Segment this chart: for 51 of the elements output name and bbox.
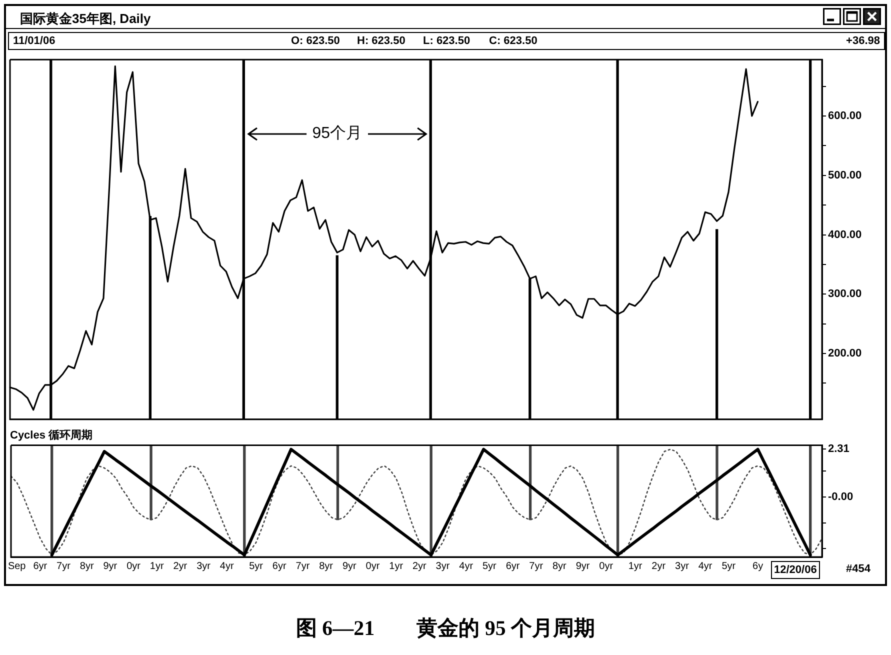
x-tick-label: 3yr xyxy=(436,560,450,572)
x-tick-label: 0yr xyxy=(126,560,142,572)
x-tick-label: 6yr xyxy=(506,560,520,572)
x-tick-label: 6y xyxy=(752,560,764,572)
x-tick-label: 1yr xyxy=(389,560,404,572)
x-tick-label: 0yr xyxy=(599,560,614,572)
y-tick-label: 200.00 xyxy=(828,348,862,360)
text: #454 xyxy=(846,563,870,575)
x-tick-label: 4yr xyxy=(220,560,234,572)
chart-title: Cycles 循环周期 xyxy=(10,428,93,442)
text: +36.98 xyxy=(846,35,880,47)
chart-title: 国际黄金35年图, Daily xyxy=(20,10,151,28)
x-tick-label: 8yr xyxy=(80,560,94,572)
x-tick-label: 6yr xyxy=(33,560,48,572)
x-tick-label: 5yr xyxy=(249,560,264,572)
x-tick-label: 5yr xyxy=(482,560,498,572)
text: C: 623.50 xyxy=(489,35,538,47)
text: L: 623.50 xyxy=(423,35,470,47)
x-tick-label: 6yr xyxy=(272,560,287,572)
y-tick-label: 500.00 xyxy=(828,169,862,182)
x-tick-label: 1yr xyxy=(150,560,164,572)
x-tick-label: 9yr xyxy=(576,560,590,572)
text: 11/01/06 xyxy=(13,35,56,47)
text: O: 623.50 xyxy=(291,35,340,47)
x-tick-label: Sep xyxy=(8,560,26,572)
x-tick-label: 9yr xyxy=(103,560,118,572)
x-tick-label: 2yr xyxy=(652,560,666,572)
y-tick-label: 300.00 xyxy=(828,288,862,300)
x-tick-label: 7yr xyxy=(56,560,72,572)
x-tick-label: 3yr xyxy=(675,560,690,572)
x-tick-label: 9yr xyxy=(342,560,358,572)
x-tick-label: 5yr xyxy=(722,560,736,572)
x-tick-label: 2yr xyxy=(173,560,188,572)
x-tick-label: 7yr xyxy=(296,560,310,572)
x-tick-label: 4yr xyxy=(698,560,713,572)
caption: 图 6—21 黄金的 95 个月周期 xyxy=(294,615,596,642)
y-tick-label: -0.00 xyxy=(828,490,854,503)
x-tick-label: 7yr xyxy=(529,560,544,572)
x-tick-label: 8yr xyxy=(319,560,334,572)
y-tick-label: 400.00 xyxy=(828,228,862,241)
y-tick-label: 2.31 xyxy=(828,443,850,456)
text: 12/20/06 xyxy=(771,561,820,579)
x-tick-label: 1yr xyxy=(628,560,643,572)
x-tick-label: 4yr xyxy=(459,560,474,572)
x-tick-label: 3yr xyxy=(196,560,212,572)
x-tick-label: 8yr xyxy=(552,560,568,572)
annotation: 95个月 xyxy=(312,124,362,142)
text: H: 623.50 xyxy=(357,35,406,47)
y-tick-label: 600.00 xyxy=(828,110,862,122)
x-tick-label: 2yr xyxy=(412,560,428,572)
x-tick-label: 0yr xyxy=(366,560,380,572)
